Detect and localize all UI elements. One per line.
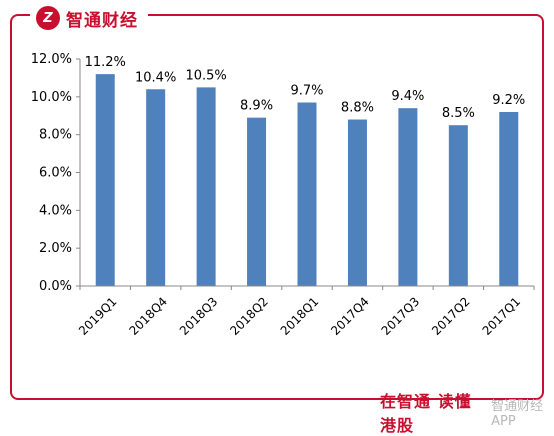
bar — [499, 111, 519, 286]
x-tick-label: 2019Q1 — [76, 294, 120, 338]
x-axis: 2019Q1 2018Q4 2018Q3 2018Q2 2018Q1 2017Q4 2017… — [76, 285, 535, 338]
bar-data-label: 9.4% — [391, 89, 424, 104]
bar — [398, 108, 418, 286]
bar — [95, 74, 115, 286]
bar-data-label: 8.8% — [341, 101, 374, 116]
x-tick-label: 2017Q1 — [480, 294, 524, 338]
footer-app-name: 智通财经APP — [491, 399, 544, 429]
y-tick-label: 2.0% — [39, 241, 72, 256]
bar — [297, 102, 317, 286]
x-tick-label: 2018Q4 — [126, 294, 170, 338]
x-tick-label: 2017Q2 — [429, 294, 473, 338]
bar-data-label: 8.5% — [442, 106, 475, 121]
bar — [247, 117, 267, 287]
bar — [347, 119, 367, 287]
bar-data-label: 10.5% — [185, 68, 226, 83]
bar-data-label: 11.2% — [85, 55, 126, 70]
chart-frame — [10, 14, 544, 400]
y-tick-label: 10.0% — [31, 90, 72, 105]
bar — [196, 87, 216, 286]
x-tick-label: 2017Q3 — [379, 294, 423, 338]
data-labels: 11.2% 10.4% 10.5% 8.9% 9.7% 8.8% 9.4% 8.5% 9.2% — [85, 55, 526, 121]
brand-logo-icon: Z — [36, 6, 60, 30]
y-tick-label: 8.0% — [39, 128, 72, 143]
bar — [146, 89, 166, 287]
bar-chart: 0.0% 2.0% 4.0% 6.0% 8.0% 10.0% 12.0% 11.2% 10.4… — [31, 52, 535, 338]
x-tick-label: 2017Q4 — [328, 294, 372, 338]
footer: 在智通 读懂港股 智通财经APP — [380, 392, 554, 435]
x-tick-label: 2018Q3 — [177, 294, 221, 338]
brand-name: 智通财经 — [66, 10, 138, 31]
y-tick-label: 6.0% — [39, 166, 72, 181]
y-tick-label: 12.0% — [31, 52, 72, 67]
x-tick-label: 2018Q2 — [227, 294, 271, 338]
y-axis: 0.0% 2.0% 4.0% 6.0% 8.0% 10.0% 12.0% — [31, 52, 81, 294]
bar-data-label: 9.7% — [290, 84, 323, 99]
bar-data-label: 10.4% — [135, 70, 176, 85]
bar-data-label: 8.9% — [240, 99, 273, 114]
footer-slogan: 在智通 读懂港股 — [380, 392, 472, 435]
y-tick-label: 4.0% — [39, 203, 72, 218]
bar — [448, 125, 468, 286]
bar-data-label: 9.2% — [492, 93, 525, 108]
x-tick-label: 2018Q1 — [278, 294, 322, 338]
bars — [95, 74, 519, 287]
brand-header: Z 智通财经 — [30, 4, 148, 32]
y-tick-label: 0.0% — [39, 279, 72, 294]
